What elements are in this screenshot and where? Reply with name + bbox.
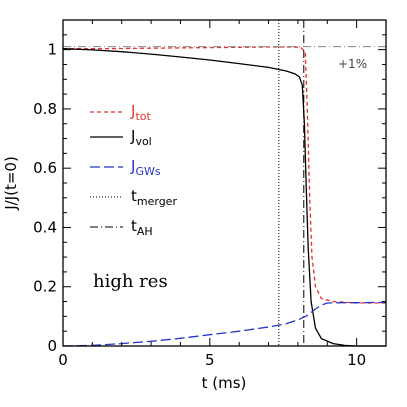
y-tick-label: 1 [47,41,57,59]
x-axis-label: t (ms) [202,374,247,392]
reference-lines-layer [63,20,386,346]
legend-item-j-gws: JGWs [90,157,161,178]
legend-label-j-gws: JGWs [130,157,161,178]
series-line-j-tot [63,46,386,304]
legend-item-j-tot: Jtot [90,102,151,123]
x-tick-label: 10 [347,351,366,369]
series-line-j-gws [62,301,387,347]
legend-label-t-merger: tmerger [131,187,177,208]
ticks-layer: 0 5 10 0 0.2 0.4 0.6 0.8 1 [33,19,387,369]
legend-label-t-ah: tAH [131,217,153,238]
y-axis-label: J/J(t=0) [2,156,20,211]
legend: Jtot Jvol JGWs tmerger tAH [90,102,177,238]
y-tick-label: 0 [47,337,57,355]
x-tick-label: 0 [58,351,68,369]
series-line-j-vol [62,48,386,347]
y-tick-label: 0.6 [33,159,57,177]
legend-label-j-vol: Jvol [130,127,152,148]
legend-label-j-tot: Jtot [130,102,151,123]
percent-annotation: +1% [338,57,367,71]
y-tick-label: 0.4 [33,218,57,236]
y-tick-label: 0.2 [33,278,57,296]
series-layer [62,46,387,347]
y-tick-label: 0.8 [33,100,57,118]
resolution-annotation: high res [93,271,168,292]
legend-item-t-merger: tmerger [90,187,177,208]
legend-item-j-vol: Jvol [90,127,152,148]
legend-item-t-ah: tAH [90,217,153,238]
x-tick-label: 5 [205,351,215,369]
